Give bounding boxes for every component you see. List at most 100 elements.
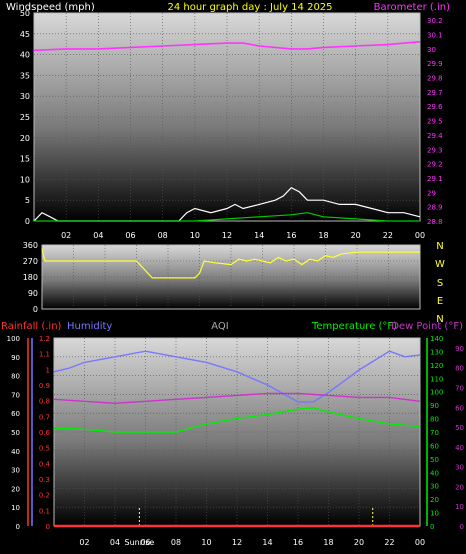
series-humidity [53, 350, 421, 403]
windspeed-tick-label: 25 [20, 113, 30, 122]
barometer-tick-label: 29.4 [427, 132, 443, 140]
barometer-tick-label: 30.2 [427, 17, 443, 25]
direction-tick-label: 180 [23, 273, 38, 282]
dewpoint-tick-label: 90 [455, 345, 464, 353]
rainfall-tick-label: 1.2 [39, 335, 50, 343]
temperature-tick-label: 130 [430, 348, 443, 356]
temperature-tick-label: 40 [430, 469, 439, 477]
rainfall-tick-label: 0.7 [39, 413, 50, 421]
barometer-tick-label: 28.9 [427, 204, 443, 212]
series-gust [34, 212, 420, 222]
x-tick-label: 20 [354, 538, 364, 547]
windspeed-axis-label: Windspeed (mph) [6, 2, 95, 13]
dewpoint-axis-label: Dew Point (°F) [391, 321, 463, 332]
x-tick-label: 02 [79, 538, 89, 547]
compass-label: E [437, 296, 443, 307]
dewpoint-tick-label: 30 [455, 464, 464, 472]
series-dew-point-f- [53, 392, 421, 405]
temperature-tick-label: 30 [430, 483, 439, 491]
barometer-tick-label: 30 [427, 46, 436, 54]
barometer-tick-label: 29.1 [427, 175, 443, 183]
windspeed-tick-label: 10 [20, 175, 30, 184]
series-barometer-in- [33, 40, 421, 52]
x-tick-label: 16 [286, 231, 296, 240]
direction-tick-label: 90 [28, 289, 38, 298]
x-tick-label: 06 [125, 231, 135, 240]
windspeed-tick-label: 50 [20, 9, 30, 18]
windspeed-tick-label: 0 [25, 217, 30, 226]
x-tick-label: 22 [383, 231, 393, 240]
temperature-axis-label: Temperature (°F) [311, 321, 397, 332]
rainfall-tick-label: 0 [46, 523, 50, 531]
rainfall-tick-label: 1 [46, 366, 50, 374]
compass-label: S [437, 278, 443, 289]
dewpoint-tick-label: 70 [455, 384, 464, 392]
x-tick-label: 08 [171, 538, 181, 547]
rainfall-tick-label: 0.3 [39, 476, 50, 484]
chart-title: 24 hour graph day : July 14 2025 [167, 2, 332, 13]
humidity-axis-label: Humidity [67, 321, 112, 332]
humidity-tick-label: 0 [16, 523, 20, 531]
x-tick-label: 04 [93, 231, 103, 240]
barometer-tick-label: 29 [427, 189, 436, 197]
x-tick-label: 16 [293, 538, 303, 547]
windspeed-tick-label: 5 [25, 196, 30, 205]
barometer-tick-label: 29.9 [427, 60, 443, 68]
rainfall-axis-label: Rainfall (.in) [1, 321, 62, 332]
rainfall-tick-label: 0.2 [39, 492, 50, 500]
humidity-tick-label: 60 [11, 410, 20, 418]
x-tick-label: 14 [262, 538, 272, 547]
rainfall-tick-label: 0.9 [39, 382, 50, 390]
rainfall-tick-label: 0.8 [39, 398, 50, 406]
dewpoint-tick-label: 60 [455, 404, 464, 412]
barometer-tick-label: 30.1 [427, 32, 443, 40]
rainfall-tick-label: 0.4 [39, 460, 51, 468]
windspeed-tick-label: 35 [20, 71, 30, 80]
barometer-tick-label: 29.6 [427, 103, 443, 111]
barometer-axis-label: Barometer (.in) [374, 2, 450, 13]
dewpoint-tick-label: 50 [455, 424, 464, 432]
x-tick-label: 18 [318, 231, 328, 240]
rainfall-tick-label: 0.5 [39, 445, 50, 453]
x-tick-label: 12 [232, 538, 242, 547]
temperature-tick-label: 10 [430, 510, 439, 518]
compass-label: N [436, 314, 443, 325]
direction-tick-label: 270 [23, 257, 38, 266]
series-temperature-f- [53, 407, 421, 433]
x-tick-label: 14 [254, 231, 264, 240]
rainfall-tick-label: 0.1 [39, 507, 50, 515]
x-tick-label: 02 [61, 231, 71, 240]
humidity-tick-label: 100 [7, 335, 20, 343]
barometer-tick-label: 29.7 [427, 89, 443, 97]
x-tick-label: 10 [190, 231, 200, 240]
temperature-tick-label: 110 [430, 375, 443, 383]
dewpoint-tick-label: 0 [460, 523, 464, 531]
dewpoint-tick-label: 20 [455, 483, 464, 491]
aqi-label: AQI [211, 321, 229, 332]
humidity-tick-label: 90 [11, 354, 20, 362]
barometer-tick-label: 29.3 [427, 146, 443, 154]
x-tick-label: 22 [384, 538, 394, 547]
x-tick-label: 12 [222, 231, 232, 240]
barometer-tick-label: 28.8 [427, 218, 443, 226]
temperature-tick-label: 70 [430, 429, 439, 437]
compass-label: W [435, 259, 445, 270]
x-tick-label: 08 [158, 231, 168, 240]
compass-label: N [436, 241, 443, 252]
windspeed-tick-label: 45 [20, 30, 30, 39]
windspeed-tick-label: 15 [20, 155, 30, 164]
temperature-tick-label: 60 [430, 442, 439, 450]
temperature-tick-label: 50 [430, 456, 439, 464]
direction-tick-label: 360 [23, 241, 38, 250]
direction-tick-label: 0 [33, 305, 38, 314]
rainfall-tick-label: 0.6 [39, 429, 51, 437]
temperature-tick-label: 140 [430, 335, 443, 343]
barometer-tick-label: 29.5 [427, 118, 443, 126]
humidity-tick-label: 10 [11, 504, 20, 512]
sunrise-label: Sunrise [124, 538, 154, 547]
rainfall-tick-label: 1.1 [39, 351, 50, 359]
barometer-tick-label: 29.8 [427, 75, 443, 83]
x-tick-label: 20 [351, 231, 361, 240]
humidity-tick-label: 80 [11, 373, 20, 381]
